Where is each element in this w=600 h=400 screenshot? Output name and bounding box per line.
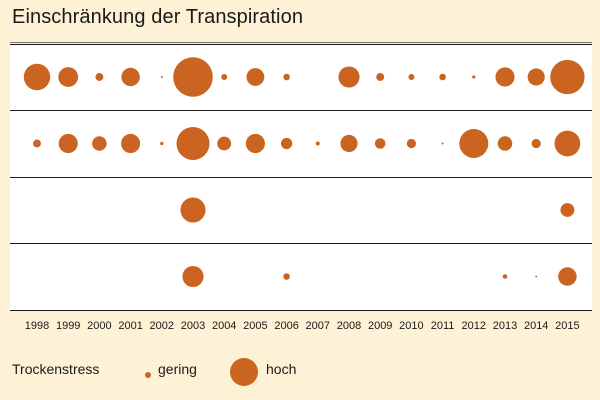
legend-title: Trockenstress (12, 361, 100, 377)
bubble (502, 274, 508, 279)
legend-marker-high (230, 358, 258, 386)
x-tick-label: 2012 (462, 320, 486, 332)
bubble (406, 138, 417, 149)
title-divider (10, 42, 592, 43)
bubble (558, 267, 577, 286)
x-tick-label: 2015 (555, 320, 579, 332)
x-tick-label: 1999 (56, 320, 80, 332)
bubble (560, 203, 575, 217)
bubble (182, 265, 204, 288)
bubble (121, 133, 141, 154)
chart-title: Einschränkung der Transpiration (12, 6, 304, 28)
x-tick-label: 2014 (524, 320, 548, 332)
bubble (531, 138, 541, 149)
bubble (92, 136, 107, 151)
bubble (176, 127, 210, 160)
bubble (33, 139, 41, 148)
x-tick-label: 1998 (25, 320, 49, 332)
x-tick-label: 2011 (431, 320, 455, 332)
bubble (408, 74, 415, 80)
bubble (217, 136, 232, 151)
x-tick-label: 2008 (337, 320, 361, 332)
x-tick-label: 2006 (274, 320, 298, 332)
bubble (495, 67, 515, 87)
bubble (376, 73, 385, 81)
bubble (283, 273, 290, 280)
x-tick-label: 2002 (150, 320, 174, 332)
bubble (160, 76, 163, 78)
bubble (23, 63, 51, 91)
x-tick-label: 2000 (87, 320, 111, 332)
bubble (121, 67, 140, 87)
bubble (160, 141, 164, 146)
bubble (315, 141, 320, 146)
bubble (58, 133, 78, 154)
x-tick-label: 2010 (399, 320, 423, 332)
bubble (245, 133, 265, 154)
x-tick-label: 2007 (306, 320, 330, 332)
bubble (472, 75, 476, 79)
bubble (95, 73, 104, 81)
x-tick-label: 2003 (181, 320, 205, 332)
bubble (180, 197, 206, 223)
bubble (221, 74, 228, 80)
bubble (459, 128, 489, 159)
bubble (550, 59, 585, 95)
x-tick-label: 2009 (368, 320, 392, 332)
bubble (340, 134, 358, 153)
bubble (374, 138, 386, 149)
bubble (554, 130, 581, 157)
x-tick-label: 2005 (243, 320, 267, 332)
x-tick-label: 2004 (212, 320, 236, 332)
bubble (441, 142, 444, 145)
legend-label-high: hoch (266, 361, 297, 377)
x-tick-label: 2013 (493, 320, 517, 332)
bubble (497, 136, 513, 151)
bubble (280, 137, 293, 150)
legend-marker-low (145, 372, 151, 378)
legend-label-low: gering (158, 361, 197, 377)
bubble (58, 67, 79, 87)
bubble (173, 57, 213, 97)
bubble (338, 66, 360, 88)
bubble (246, 68, 265, 86)
bubble (535, 275, 538, 278)
x-tick-label: 2001 (118, 320, 142, 332)
bubble (283, 73, 290, 81)
bubble (527, 68, 545, 86)
bubble (439, 73, 446, 81)
